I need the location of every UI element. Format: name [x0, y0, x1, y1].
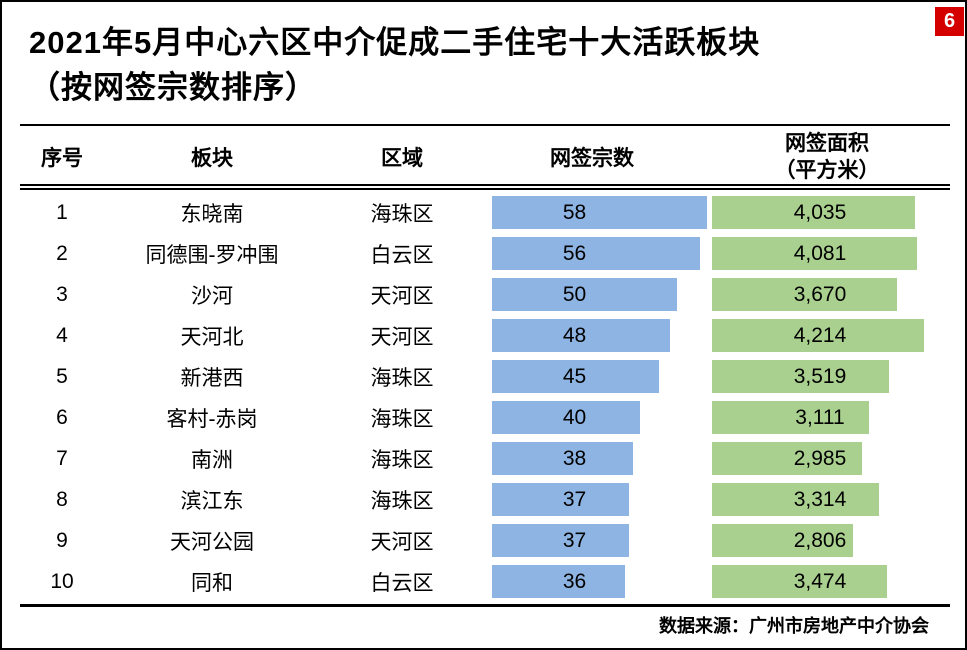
area-bar [712, 196, 915, 229]
sector-cell: 天河北 [180, 325, 244, 349]
area-value: 3,314 [793, 487, 847, 511]
header-rank: 序号 [41, 147, 83, 170]
area-bar [712, 565, 887, 598]
header-area: 网签面积 （平方米） [710, 129, 944, 185]
page-title: 2021年5月中心六区中介促成二手住宅十大活跃板块 （按网签宗数排序） [29, 20, 760, 110]
rank-cell: 8 [56, 487, 68, 511]
rank-cell: 4 [56, 323, 68, 347]
area-value: 4,214 [793, 323, 847, 347]
rank-cell: 3 [56, 282, 68, 306]
deals-value: 56 [562, 241, 587, 265]
table-row: 8 滨江东 海珠区 37 3,314 [2, 479, 965, 520]
table-row: 6 客村-赤岗 海珠区 40 3,111 [2, 397, 965, 438]
table-row: 2 同德围-罗冲围 白云区 56 4,081 [2, 233, 965, 274]
area-bar [712, 483, 879, 516]
district-cell: 天河区 [370, 284, 434, 308]
area-value: 3,519 [793, 364, 847, 388]
header-area-line-2: （平方米） [774, 159, 880, 182]
table-row: 9 天河公园 天河区 37 2,806 [2, 520, 965, 561]
sector-cell: 沙河 [191, 284, 233, 308]
table-row: 1 东晓南 海珠区 58 4,035 [2, 192, 965, 233]
district-cell: 天河区 [370, 530, 434, 554]
header-divider [20, 184, 950, 190]
header-area-line-1: 网签面积 [785, 132, 869, 155]
table-row: 10 同和 白云区 36 3,474 [2, 561, 965, 602]
deals-bar [492, 278, 677, 311]
area-value: 3,111 [795, 405, 845, 429]
district-cell: 海珠区 [370, 407, 434, 431]
rank-cell: 5 [56, 364, 68, 388]
area-bar [712, 237, 917, 270]
deals-value: 58 [562, 200, 587, 224]
deals-value: 37 [562, 487, 587, 511]
sector-cell: 同德围-罗冲围 [145, 243, 279, 267]
title-line-1: 2021年5月中心六区中介促成二手住宅十大活跃板块 [29, 25, 761, 60]
rank-cell: 9 [56, 528, 68, 552]
area-bar [712, 319, 924, 352]
deals-bar [492, 483, 629, 516]
rank-cell: 10 [50, 569, 74, 593]
title-divider [20, 124, 950, 126]
deals-bar [492, 319, 670, 352]
deals-value: 45 [562, 364, 587, 388]
area-value: 3,670 [793, 282, 847, 306]
deals-value: 36 [562, 569, 587, 593]
sector-cell: 滨江东 [180, 489, 244, 513]
sector-cell: 客村-赤岗 [166, 407, 258, 431]
area-bar [712, 278, 897, 311]
district-cell: 白云区 [370, 571, 434, 595]
deals-bar [492, 237, 700, 270]
title-line-2: （按网签宗数排序） [29, 70, 317, 105]
deals-value: 37 [562, 528, 587, 552]
rank-cell: 7 [56, 446, 68, 470]
sector-cell: 东晓南 [180, 202, 244, 226]
district-cell: 海珠区 [370, 448, 434, 472]
deals-bar [492, 524, 629, 557]
area-value: 3,474 [793, 569, 847, 593]
data-source: 数据来源：广州市房地产中介协会 [659, 616, 929, 636]
district-cell: 白云区 [370, 243, 434, 267]
deals-value: 40 [562, 405, 587, 429]
table-row: 7 南洲 海珠区 38 2,985 [2, 438, 965, 479]
district-cell: 海珠区 [370, 202, 434, 226]
table-row: 4 天河北 天河区 48 4,214 [2, 315, 965, 356]
header-district: 区域 [381, 147, 423, 170]
area-bar [712, 360, 889, 393]
table-header: 序号 板块 区域 网签宗数 网签面积 （平方米） [2, 129, 965, 185]
rank-cell: 1 [56, 200, 68, 224]
table-row: 5 新港西 海珠区 45 3,519 [2, 356, 965, 397]
area-value: 4,035 [793, 200, 847, 224]
sector-cell: 天河公园 [170, 530, 254, 554]
header-deals: 网签宗数 [550, 147, 634, 170]
header-sector: 板块 [191, 147, 233, 170]
sector-cell: 新港西 [180, 366, 244, 390]
area-value: 2,806 [793, 528, 847, 552]
sector-cell: 同和 [191, 571, 233, 595]
area-value: 2,985 [793, 446, 847, 470]
area-bar [712, 442, 862, 475]
table-body: 1 东晓南 海珠区 58 4,035 2 同德围-罗冲围 白云区 56 4,08… [2, 192, 965, 602]
deals-value: 50 [562, 282, 587, 306]
district-cell: 海珠区 [370, 489, 434, 513]
deals-bar [492, 442, 633, 475]
page-number-badge: 6 [935, 7, 964, 36]
deals-value: 48 [562, 323, 587, 347]
district-cell: 天河区 [370, 325, 434, 349]
area-bar [712, 401, 869, 434]
deals-bar [492, 360, 659, 393]
area-bar [712, 524, 853, 557]
deals-bar [492, 401, 640, 434]
district-cell: 海珠区 [370, 366, 434, 390]
area-value: 4,081 [793, 241, 847, 265]
sector-cell: 南洲 [191, 448, 233, 472]
rank-cell: 6 [56, 405, 68, 429]
rank-cell: 2 [56, 241, 68, 265]
table-row: 3 沙河 天河区 50 3,670 [2, 274, 965, 315]
deals-bar [492, 565, 625, 598]
deals-value: 38 [562, 446, 587, 470]
deals-bar [492, 196, 707, 229]
bottom-divider [20, 604, 950, 607]
